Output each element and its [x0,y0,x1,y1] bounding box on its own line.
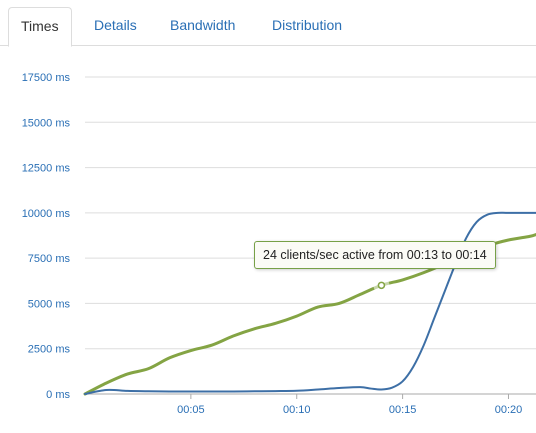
y-tick-label: 0 ms [46,389,70,401]
chart-tabs: Times Details Bandwidth Distribution [0,0,536,47]
x-axis-ticks: 00:05 00:10 00:15 00:20 [177,394,522,416]
chart-grid [85,76,536,395]
y-tick-label: 12500 ms [22,163,71,175]
y-tick-label: 17500 ms [22,72,71,84]
tab-bandwidth[interactable]: Bandwidth [170,17,236,33]
tab-times[interactable]: Times [8,7,72,47]
hover-point [377,281,386,290]
response-time-line [84,211,536,395]
y-tick-label: 7500 ms [28,253,71,265]
hover-marker [373,277,390,294]
y-tick-label: 15000 ms [22,117,71,129]
y-tick-label: 2500 ms [28,344,71,356]
tab-details[interactable]: Details [94,17,137,33]
tab-distribution[interactable]: Distribution [272,17,343,33]
chart-tooltip: 24 clients/sec active from 00:13 to 00:1… [254,241,496,269]
y-axis-ticks: 0 ms 2500 ms 5000 ms 7500 ms 10000 ms 12500 m… [22,72,71,401]
x-tick-label: 00:10 [283,404,311,416]
y-tick-label: 10000 ms [22,208,71,220]
y-tick-label: 5000 ms [28,298,71,310]
x-tick-label: 00:05 [177,404,205,416]
x-tick-label: 00:15 [389,404,417,416]
x-tick-label: 00:20 [495,404,523,416]
